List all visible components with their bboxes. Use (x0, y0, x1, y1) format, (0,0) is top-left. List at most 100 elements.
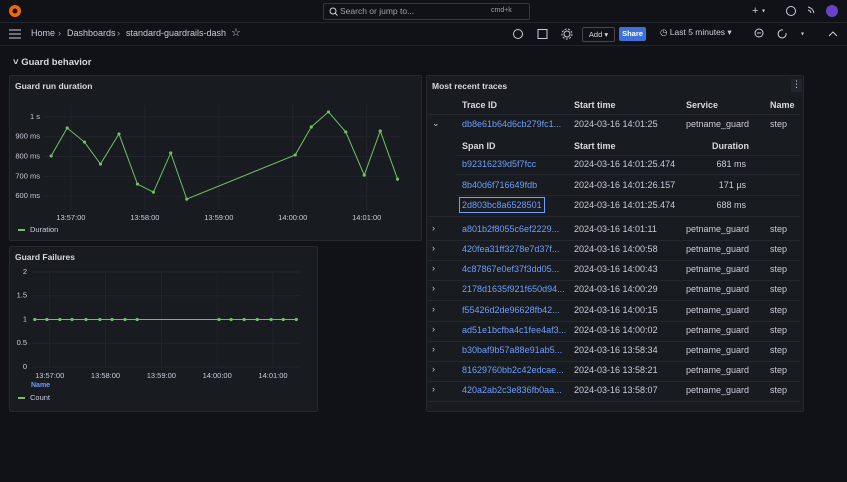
trace-id-link[interactable]: 2178d1635f921f650d94... (462, 284, 565, 294)
cell: step (770, 284, 787, 294)
breadcrumb-separator: › (58, 28, 61, 38)
cell: 688 ms (712, 200, 746, 210)
span-column-header: Duration (712, 141, 749, 151)
panel-menu[interactable]: ⋮ (791, 79, 802, 92)
row-border (428, 361, 800, 362)
duration-panel: Guard run duration (9, 75, 422, 241)
trace-id-link[interactable]: 4c87867e0ef37f3dd05... (462, 264, 559, 274)
expand-toggle[interactable]: › (432, 263, 435, 273)
trace-id-link[interactable]: 81629760bb2c42edcae... (462, 365, 564, 375)
row-border (428, 321, 800, 322)
expand-toggle[interactable]: › (432, 384, 435, 394)
expand-toggle[interactable]: › (432, 324, 435, 334)
cell: 171 µs (712, 180, 746, 190)
row-border (428, 401, 800, 402)
cell: 2024-03-16 13:58:07 (574, 385, 658, 395)
cell: petname_guard (686, 284, 749, 294)
cell: petname_guard (686, 325, 749, 335)
row-border (456, 195, 800, 196)
row-border (456, 155, 800, 156)
column-header: Start time (574, 100, 616, 110)
cell: step (770, 325, 787, 335)
cell: 2024-03-16 14:00:43 (574, 264, 658, 274)
trace-id-link[interactable]: 420fea31ff3278e7d37f... (462, 244, 559, 254)
row-title-text: Guard behavior (21, 57, 91, 68)
trace-id-link[interactable]: a801b2f8055c6ef2229... (462, 224, 559, 234)
top-icons[interactable]: +▾ (750, 5, 840, 17)
row-border (428, 341, 800, 342)
dashboard-bar: Home › Dashboards › standard-guardrails-… (0, 23, 847, 46)
cell: petname_guard (686, 305, 749, 315)
span-column-header: Span ID (462, 141, 496, 151)
trace-id-link[interactable]: 420a2ab2c3e836fb0aa... (462, 385, 562, 395)
row-border (428, 240, 800, 241)
span-id-link[interactable]: b92316239d5f7fcc (462, 159, 536, 169)
cell: 2024-03-16 14:00:15 (574, 305, 658, 315)
time-range: Last 5 minutes (670, 27, 725, 37)
cell: petname_guard (686, 244, 749, 254)
breadcrumb[interactable]: Dashboards (67, 28, 116, 38)
top-bar: Search or jump to... cmd+k +▾ (0, 0, 847, 23)
trace-id-link[interactable]: b30baf9b57a88e91ab5... (462, 345, 562, 355)
row-border (428, 260, 800, 261)
trace-id-link[interactable]: f55426d2de96628fb42... (462, 305, 560, 315)
row-title[interactable]: ˅ Guard behavior (13, 57, 91, 68)
span-column-header: Start time (574, 141, 616, 151)
cell: 681 ms (712, 159, 746, 169)
span-id-link[interactable]: 8b40d6f716649fdb (462, 180, 537, 190)
column-header: Service (686, 100, 718, 110)
trace-id-link[interactable]: ad51e1bcfba4c1fee4af3... (462, 325, 566, 335)
cell: 2024-03-16 14:00:58 (574, 244, 658, 254)
menu-icon[interactable] (9, 29, 21, 39)
cell: 2024-03-16 14:01:26.157 (574, 180, 675, 190)
span-id-link[interactable]: 2d803bc8a6528501 (462, 200, 542, 210)
cell: petname_guard (686, 119, 749, 129)
time-controls[interactable]: ▾ (753, 28, 843, 40)
cell: 2024-03-16 14:01:11 (574, 224, 657, 234)
time-picker[interactable]: ◷ Last 5 minutes ▾ (660, 27, 732, 38)
expand-toggle[interactable]: › (432, 243, 435, 253)
panel-title: Guard run duration (15, 81, 92, 91)
cell: petname_guard (686, 385, 749, 395)
row-border (428, 280, 800, 281)
expand-toggle[interactable]: ⌄ (432, 118, 440, 129)
cell: petname_guard (686, 224, 749, 234)
star-icon[interactable]: ☆ (231, 26, 241, 39)
row-border (428, 300, 800, 301)
cell: petname_guard (686, 365, 749, 375)
search-box[interactable]: Search or jump to... cmd+k (323, 3, 530, 20)
expand-toggle[interactable]: › (432, 283, 435, 293)
toolbar-icons[interactable] (512, 28, 577, 40)
column-header: Trace ID (462, 100, 497, 110)
cell: 2024-03-16 14:00:02 (574, 325, 658, 335)
cell: step (770, 244, 787, 254)
row-border (456, 174, 800, 175)
cell: step (770, 264, 787, 274)
expand-toggle[interactable]: › (432, 304, 435, 314)
expand-toggle[interactable]: › (432, 344, 435, 354)
cell: 2024-03-16 14:01:25.474 (574, 200, 675, 210)
search-shortcut: cmd+k (491, 7, 512, 14)
breadcrumb: standard-guardrails-dash (126, 28, 226, 38)
grafana-logo[interactable] (8, 4, 22, 18)
cell: 2024-03-16 14:01:25 (574, 119, 658, 129)
cell: petname_guard (686, 345, 749, 355)
svg-text:▾: ▾ (762, 9, 765, 15)
add-label: Add (589, 30, 602, 39)
expand-toggle[interactable]: › (432, 364, 435, 374)
svg-text:▾: ▾ (801, 32, 804, 38)
add-button[interactable]: Add ▾ (582, 27, 615, 42)
expand-toggle[interactable]: › (432, 223, 435, 233)
cell: step (770, 305, 787, 315)
cell: 2024-03-16 13:58:34 (574, 345, 658, 355)
row-border (428, 114, 800, 115)
row-border (428, 216, 800, 217)
cell: step (770, 119, 787, 129)
cell: 2024-03-16 14:01:25.474 (574, 159, 675, 169)
share-button[interactable]: Share (619, 27, 646, 41)
svg-text:+: + (752, 5, 758, 17)
breadcrumb[interactable]: Home (31, 28, 55, 38)
trace-id-link[interactable]: db8e61b64d6cb279fc1... (462, 119, 561, 129)
cell: step (770, 345, 787, 355)
